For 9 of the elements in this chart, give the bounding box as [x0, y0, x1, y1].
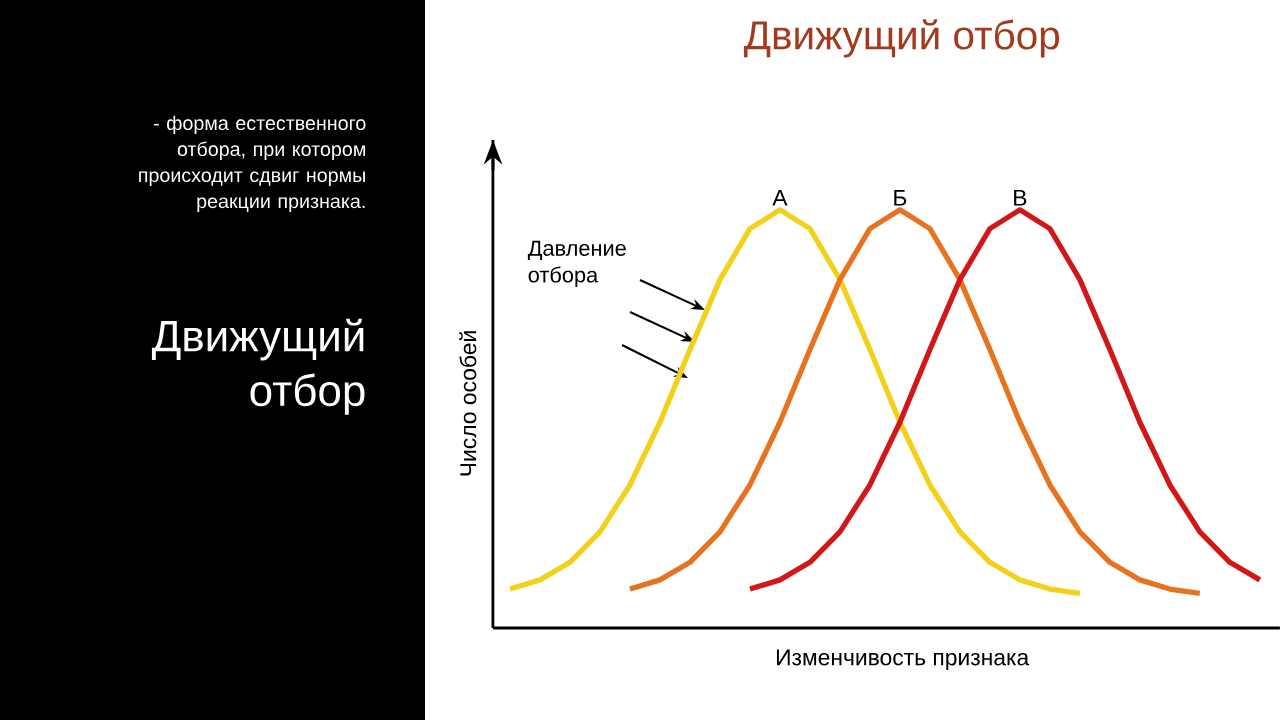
annotation: Давление отбора	[527, 240, 626, 287]
series-label: А	[772, 189, 788, 206]
chart-title: Движущий отбор	[743, 19, 1060, 58]
text: Движущий отбор	[151, 318, 365, 415]
text: - форма естественного отбора, при котором происходит сдвиг нормы реакции признака.	[139, 115, 366, 213]
series-label: В	[1014, 189, 1027, 206]
series-label: Б	[894, 189, 907, 206]
y-axis-title: Число особей	[459, 331, 477, 476]
x-axis-title: Изменчивость признака	[776, 649, 1030, 670]
